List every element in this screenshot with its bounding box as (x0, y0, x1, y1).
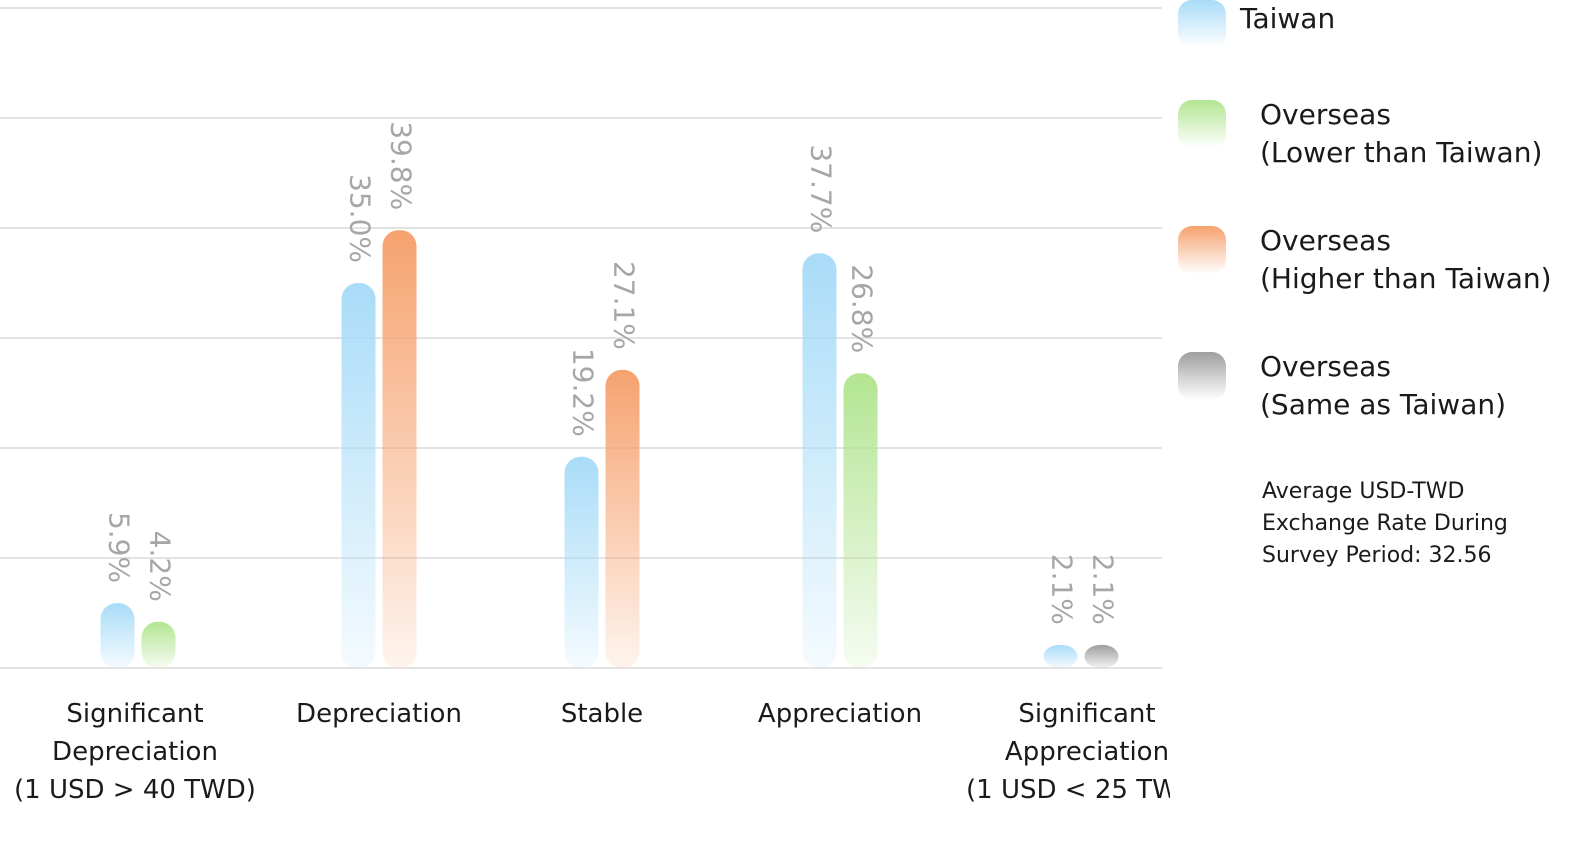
bar (341, 283, 376, 668)
legend-label: Overseas (Higher than Taiwan) (1260, 224, 1552, 295)
data-label: 26.8% (846, 264, 879, 353)
bar (141, 621, 176, 668)
data-label: 2.1% (1087, 554, 1120, 625)
category-label: Stable (561, 699, 643, 729)
category-label: Depreciation (296, 699, 462, 729)
legend-label: Overseas (Same as Taiwan) (1260, 350, 1507, 421)
category-label: Significant (66, 699, 203, 729)
bar (564, 456, 599, 668)
data-label: 4.2% (144, 531, 177, 602)
bar (1043, 644, 1078, 668)
bar (843, 373, 878, 668)
category-label: (1 USD > 40 TWD) (14, 775, 256, 805)
bar (100, 603, 135, 668)
category-label: Significant (1018, 699, 1155, 729)
bar (802, 253, 837, 669)
legend-swatch (1178, 226, 1226, 274)
category-label: (1 USD < 25 TWD) (966, 775, 1170, 805)
gridlines (0, 7, 1162, 669)
legend-label: Taiwan (1240, 2, 1336, 35)
exchange-rate-note: Average USD-TWD Exchange Rate During Sur… (1262, 476, 1562, 572)
legend: Taiwan Overseas (Lower than Taiwan) Oversea… (1178, 0, 1578, 600)
legend-swatch (1178, 0, 1226, 48)
bar (382, 230, 417, 668)
data-label: 2.1% (1046, 554, 1079, 625)
legend-swatch (1178, 100, 1226, 148)
data-label: 27.1% (608, 261, 641, 350)
note-line: Survey Period: 32.56 (1262, 543, 1492, 568)
bar (605, 369, 640, 668)
data-label: 19.2% (567, 348, 600, 437)
value-labels: 5.9% 4.2% 35.0%39.8% 19.2%27.1% 37.7%26.8% 2.… (103, 121, 1120, 625)
data-label: 35.0% (344, 174, 377, 263)
data-label: 39.8% (385, 121, 418, 210)
bars (100, 230, 1119, 669)
category-label: Appreciation (758, 699, 922, 729)
data-label: 37.7% (805, 144, 838, 233)
note-line: Average USD-TWD (1262, 479, 1465, 504)
category-label: Appreciation (1005, 737, 1169, 767)
category-label: Depreciation (52, 737, 218, 767)
bar-chart: 5.9% 4.2% 35.0%39.8% 19.2%27.1% 37.7%26.8% 2.… (0, 7, 1170, 805)
note-line: Exchange Rate During (1262, 511, 1508, 536)
data-label: 5.9% (103, 512, 136, 583)
legend-label: Overseas (Lower than Taiwan) (1260, 98, 1543, 169)
bar (1084, 644, 1119, 668)
category-labels: Significant Depreciation (1 USD > 40 TWD) D… (14, 699, 1170, 805)
legend-swatch (1178, 352, 1226, 400)
